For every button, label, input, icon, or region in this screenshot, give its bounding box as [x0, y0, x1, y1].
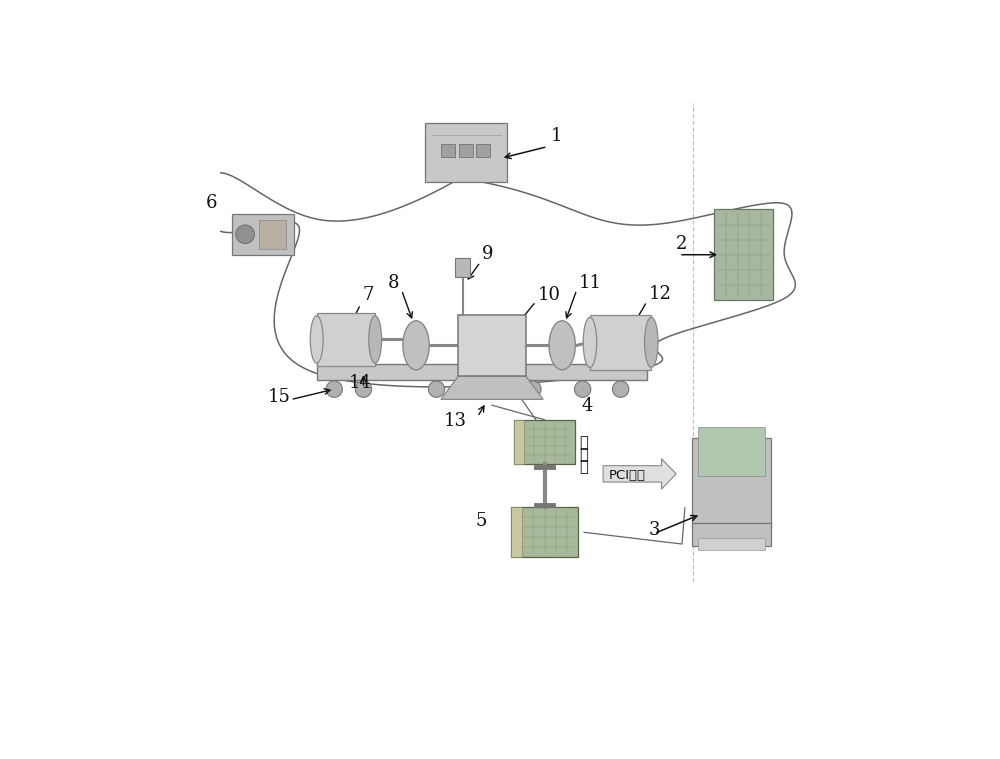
- Bar: [323, 364, 369, 366]
- Text: 9: 9: [482, 245, 493, 263]
- Bar: [511, 508, 522, 557]
- Circle shape: [326, 381, 342, 397]
- Bar: [455, 258, 470, 276]
- Bar: [476, 144, 490, 157]
- Circle shape: [355, 381, 372, 397]
- Polygon shape: [441, 376, 543, 399]
- Bar: [317, 364, 647, 380]
- Text: 15: 15: [268, 388, 291, 406]
- Text: 2: 2: [676, 235, 688, 253]
- Bar: [698, 538, 765, 550]
- Bar: [596, 364, 645, 370]
- Circle shape: [612, 381, 629, 397]
- Ellipse shape: [369, 316, 382, 363]
- Text: 10: 10: [538, 285, 561, 304]
- Bar: [714, 209, 773, 300]
- Ellipse shape: [645, 317, 658, 367]
- Text: 线: 线: [580, 459, 588, 474]
- Ellipse shape: [403, 321, 429, 370]
- Text: 6: 6: [206, 194, 217, 212]
- Text: 3: 3: [648, 521, 660, 539]
- Bar: [692, 438, 771, 528]
- Bar: [698, 427, 765, 476]
- Text: PCI总线: PCI总线: [609, 468, 646, 481]
- Text: 同: 同: [580, 436, 588, 451]
- Bar: [692, 522, 771, 546]
- Circle shape: [236, 225, 254, 244]
- Bar: [259, 219, 286, 249]
- Text: 14: 14: [349, 374, 372, 392]
- Text: 7: 7: [362, 285, 374, 304]
- Text: 8: 8: [388, 274, 400, 292]
- Circle shape: [525, 381, 541, 397]
- Text: 12: 12: [649, 285, 672, 303]
- Bar: [441, 144, 455, 157]
- Polygon shape: [603, 458, 676, 489]
- Ellipse shape: [549, 321, 575, 370]
- Bar: [514, 420, 575, 464]
- Text: 11: 11: [579, 274, 602, 292]
- Bar: [425, 123, 507, 181]
- Bar: [514, 420, 524, 464]
- Bar: [458, 315, 526, 376]
- Text: 5: 5: [476, 512, 487, 531]
- Text: 1: 1: [550, 127, 562, 145]
- Text: 13: 13: [444, 411, 467, 430]
- Bar: [459, 144, 473, 157]
- Circle shape: [428, 381, 445, 397]
- Ellipse shape: [583, 317, 597, 367]
- Bar: [232, 214, 294, 255]
- Text: 4: 4: [581, 397, 593, 415]
- Text: 步: 步: [580, 447, 588, 462]
- Circle shape: [574, 381, 591, 397]
- Circle shape: [472, 381, 489, 397]
- Ellipse shape: [310, 316, 323, 363]
- Bar: [317, 313, 375, 366]
- Bar: [511, 508, 578, 557]
- Bar: [590, 315, 651, 370]
